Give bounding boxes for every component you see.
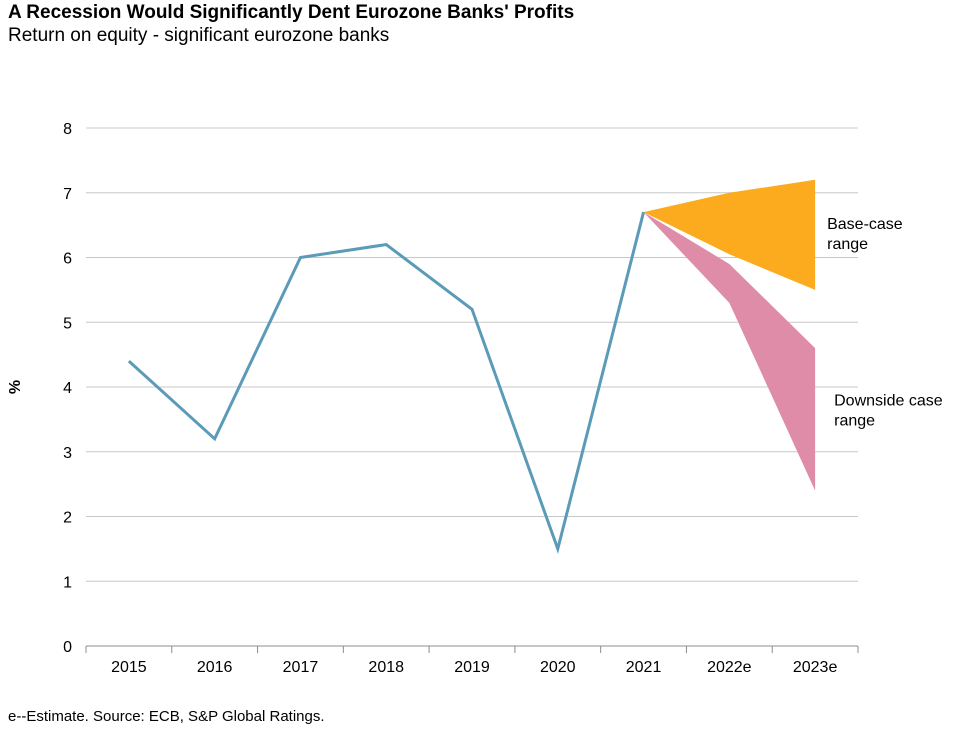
x-tick-label: 2022e [707, 659, 752, 676]
chart-subtitle: Return on equity - significant eurozone … [8, 25, 390, 46]
x-tick-label: 2020 [540, 659, 576, 676]
chart-footnote: e--Estimate. Source: ECB, S&P Global Rat… [8, 708, 325, 725]
base-case-range-label: range [827, 236, 868, 253]
downside-case-range-label: Downside case [834, 392, 943, 409]
downside-case-range-band [643, 212, 816, 491]
x-tick-label: 2021 [626, 659, 662, 676]
y-tick-label: 1 [63, 574, 72, 591]
base-case-range-label: Base-case [827, 216, 903, 233]
x-tick-label: 2023e [793, 659, 838, 676]
y-axis-label: % [7, 380, 24, 394]
y-tick-label: 7 [63, 186, 72, 203]
base-case-range-band [643, 179, 816, 290]
y-tick-label: 3 [63, 445, 72, 462]
axes: 0 1 2 3 4 5 6 7 8 2015 2016 2017 2018 2019 2020 2021 202… [7, 121, 859, 676]
y-tick-label: 2 [63, 510, 72, 527]
range-bands [643, 179, 816, 491]
downside-case-range-label: range [834, 412, 875, 429]
y-tick-label: 4 [63, 380, 72, 397]
x-tick-label: 2016 [197, 659, 233, 676]
x-tick-label: 2015 [111, 659, 147, 676]
x-tick-label: 2019 [454, 659, 490, 676]
roe-line-series [127, 211, 646, 555]
y-tick-label: 5 [63, 315, 72, 332]
y-tick-label: 0 [63, 639, 72, 656]
chart-title: A Recession Would Significantly Dent Eur… [8, 2, 575, 23]
x-tick-label: 2018 [368, 659, 404, 676]
labels: Base-case range Downside case range [827, 216, 943, 430]
roe-line [127, 211, 646, 555]
y-tick-label: 8 [63, 121, 72, 138]
x-tick-label: 2017 [283, 659, 319, 676]
y-tick-label: 6 [63, 251, 72, 268]
